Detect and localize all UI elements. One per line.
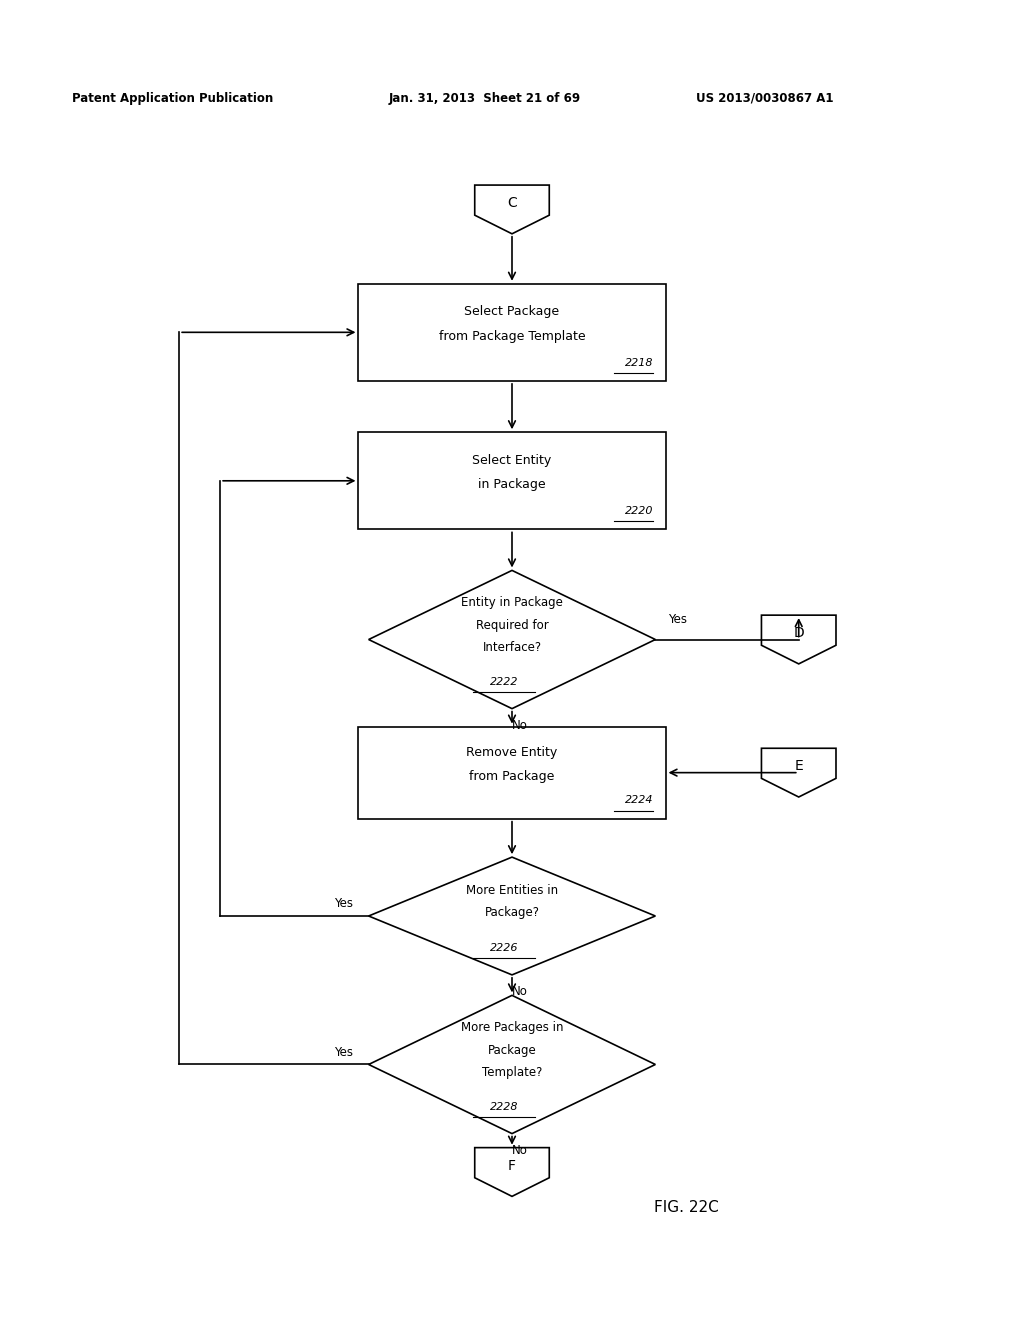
Text: Jan. 31, 2013  Sheet 21 of 69: Jan. 31, 2013 Sheet 21 of 69 [389, 91, 582, 104]
Bar [358, 726, 666, 818]
Text: D: D [794, 627, 804, 640]
Text: Yes: Yes [334, 1045, 353, 1059]
Text: Interface?: Interface? [482, 642, 542, 655]
Text: Template?: Template? [482, 1067, 542, 1080]
Text: in Package: in Package [478, 478, 546, 491]
Bar [358, 432, 666, 529]
Text: Entity in Package: Entity in Package [461, 597, 563, 609]
Text: E: E [795, 759, 803, 774]
Text: US 2013/0030867 A1: US 2013/0030867 A1 [696, 91, 834, 104]
Text: More Packages in: More Packages in [461, 1022, 563, 1034]
Text: Remove Entity: Remove Entity [466, 746, 558, 759]
Text: 2226: 2226 [489, 944, 518, 953]
Text: 2218: 2218 [625, 358, 653, 367]
Text: Select Entity: Select Entity [472, 454, 552, 467]
Text: from Package Template: from Package Template [438, 330, 586, 343]
Text: Package?: Package? [484, 907, 540, 920]
Text: 2222: 2222 [489, 677, 518, 686]
Text: Yes: Yes [334, 898, 353, 911]
Text: No: No [512, 1144, 528, 1156]
Text: Required for: Required for [475, 619, 549, 632]
Bar [358, 284, 666, 381]
Text: No: No [512, 719, 528, 731]
Text: 2228: 2228 [489, 1102, 518, 1111]
Text: 2220: 2220 [625, 506, 653, 516]
Text: C: C [507, 197, 517, 210]
Text: from Package: from Package [469, 771, 555, 783]
Text: FIG. 22C: FIG. 22C [653, 1200, 719, 1216]
Text: Yes: Yes [668, 614, 687, 626]
Text: F: F [508, 1159, 516, 1173]
Text: No: No [512, 985, 528, 998]
Text: 2224: 2224 [625, 795, 653, 805]
Text: Package: Package [487, 1044, 537, 1056]
Text: Select Package: Select Package [465, 305, 559, 318]
Text: Patent Application Publication: Patent Application Publication [72, 91, 273, 104]
Text: More Entities in: More Entities in [466, 884, 558, 896]
